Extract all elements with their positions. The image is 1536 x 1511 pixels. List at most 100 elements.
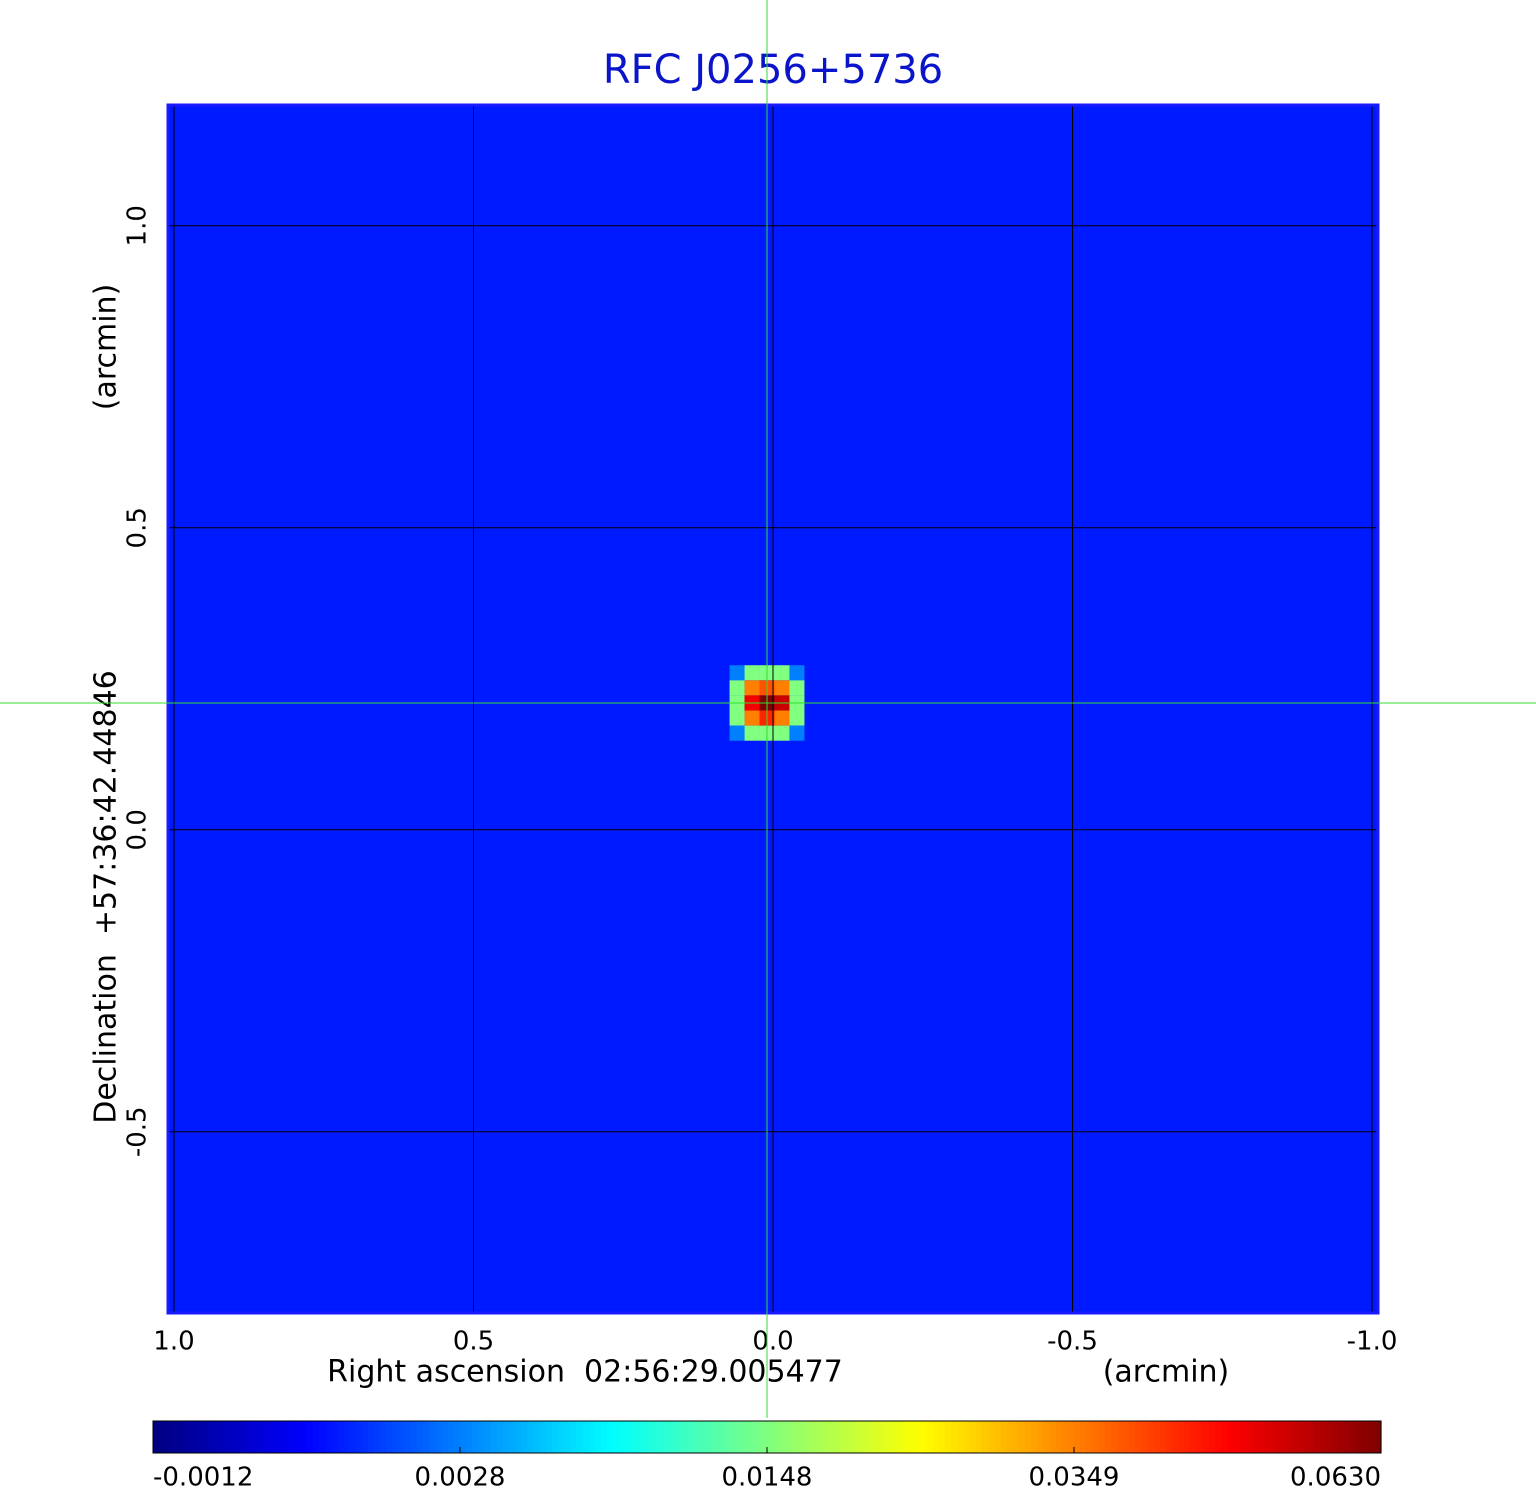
colorbar-segment bbox=[435, 1421, 443, 1453]
colorbar-segment bbox=[1141, 1421, 1149, 1453]
colorbar-segment bbox=[1006, 1421, 1014, 1453]
colorbar-segment bbox=[447, 1421, 455, 1453]
image-pixel bbox=[774, 710, 790, 726]
colorbar-segment bbox=[1104, 1421, 1112, 1453]
colorbar-segment bbox=[159, 1421, 166, 1453]
image-pixel bbox=[729, 725, 745, 741]
chart-title: RFC J0256+5736 bbox=[603, 47, 943, 93]
colorbar-segment bbox=[809, 1421, 817, 1453]
colorbar-segment bbox=[496, 1421, 504, 1453]
colorbar-segment bbox=[404, 1421, 412, 1453]
colorbar-segment bbox=[791, 1421, 799, 1453]
colorbar-segment bbox=[1288, 1421, 1296, 1453]
colorbar-segment bbox=[398, 1421, 406, 1453]
image-pixel bbox=[789, 665, 805, 681]
image-pixel bbox=[729, 665, 745, 681]
colorbar-segment bbox=[687, 1421, 694, 1453]
colorbar-segment bbox=[202, 1421, 209, 1453]
colorbar-segment bbox=[527, 1421, 535, 1453]
colorbar-segment bbox=[484, 1421, 492, 1453]
colorbar-segment bbox=[730, 1421, 737, 1453]
colorbar-segment bbox=[380, 1421, 387, 1453]
colorbar-segment bbox=[502, 1421, 510, 1453]
colorbar-segment bbox=[607, 1421, 615, 1453]
colorbar-segment bbox=[1282, 1421, 1290, 1453]
colorbar-segment bbox=[1319, 1421, 1327, 1453]
y-tick-label: 0.5 bbox=[123, 507, 153, 548]
colorbar-segment bbox=[374, 1421, 381, 1453]
colorbar-segment bbox=[318, 1421, 326, 1453]
colorbar-segment bbox=[183, 1421, 191, 1453]
colorbar-segment bbox=[1086, 1421, 1094, 1453]
colorbar-segment bbox=[760, 1421, 768, 1453]
colorbar-segment bbox=[1252, 1421, 1259, 1453]
colorbar-segment bbox=[208, 1421, 215, 1453]
colorbar-segment bbox=[349, 1421, 357, 1453]
colorbar-segment bbox=[859, 1421, 866, 1453]
colorbar-segment bbox=[1166, 1421, 1173, 1453]
colorbar-segment bbox=[1055, 1421, 1063, 1453]
image-pixel bbox=[744, 710, 760, 726]
colorbar-tick-label: 0.0148 bbox=[722, 1463, 813, 1493]
colorbar-segment bbox=[883, 1421, 891, 1453]
colorbar-segment bbox=[1159, 1421, 1167, 1453]
colorbar-segment bbox=[877, 1421, 885, 1453]
colorbar-segment bbox=[576, 1421, 584, 1453]
colorbar-segment bbox=[533, 1421, 541, 1453]
y-axis-unit: (arcmin) bbox=[89, 284, 124, 411]
colorbar-segment bbox=[932, 1421, 940, 1453]
image-pixel bbox=[774, 725, 790, 741]
colorbar-segment bbox=[1000, 1421, 1008, 1453]
image-pixel bbox=[729, 680, 745, 696]
colorbar-segment bbox=[570, 1421, 578, 1453]
colorbar-segment bbox=[674, 1421, 682, 1453]
colorbar-segment bbox=[1061, 1421, 1069, 1453]
colorbar-segment bbox=[1129, 1421, 1136, 1453]
x-axis-label: Right ascension 02:56:29.005477 bbox=[327, 1355, 843, 1390]
colorbar-segment bbox=[1147, 1421, 1155, 1453]
colorbar-segment bbox=[1233, 1421, 1241, 1453]
colorbar-segment bbox=[889, 1421, 897, 1453]
colorbar-segment bbox=[779, 1421, 787, 1453]
colorbar-segment bbox=[951, 1421, 958, 1453]
colorbar-segment bbox=[1245, 1421, 1253, 1453]
colorbar-segment bbox=[767, 1421, 774, 1453]
colorbar-segment bbox=[1221, 1421, 1229, 1453]
colorbar-segment bbox=[619, 1421, 627, 1453]
image-pixel bbox=[789, 725, 805, 741]
colorbar-segment bbox=[631, 1421, 639, 1453]
plot-frame bbox=[166, 103, 1380, 1315]
colorbar-segment bbox=[662, 1421, 670, 1453]
colorbar-segment bbox=[816, 1421, 823, 1453]
colorbar-segment bbox=[1024, 1421, 1032, 1453]
colorbar-segment bbox=[588, 1421, 596, 1453]
colorbar-segment bbox=[232, 1421, 240, 1453]
colorbar-segment bbox=[367, 1421, 375, 1453]
colorbar-segment bbox=[1313, 1421, 1321, 1453]
colorbar-segment bbox=[195, 1421, 203, 1453]
colorbar-segment bbox=[582, 1421, 590, 1453]
colorbar-segment bbox=[828, 1421, 836, 1453]
colorbar-segment bbox=[417, 1421, 424, 1453]
image-pixel bbox=[774, 680, 790, 696]
colorbar-segment bbox=[429, 1421, 437, 1453]
colorbar-segment bbox=[945, 1421, 952, 1453]
colorbar-segment bbox=[386, 1421, 394, 1453]
colorbar-segment bbox=[638, 1421, 645, 1453]
x-tick-label: 0.0 bbox=[752, 1327, 793, 1357]
colorbar-segment bbox=[312, 1421, 320, 1453]
x-tick-label: 1.0 bbox=[153, 1327, 194, 1357]
colorbar-segment bbox=[1227, 1421, 1235, 1453]
colorbar-segment bbox=[220, 1421, 228, 1453]
colorbar-segment bbox=[257, 1421, 265, 1453]
colorbar-segment bbox=[613, 1421, 621, 1453]
colorbar-segment bbox=[343, 1421, 351, 1453]
colorbar-segment bbox=[478, 1421, 486, 1453]
colorbar-segment bbox=[1184, 1421, 1192, 1453]
colorbar-segment bbox=[1092, 1421, 1100, 1453]
colorbar-segment bbox=[957, 1421, 965, 1453]
colorbar-segment bbox=[1037, 1421, 1044, 1453]
colorbar-segment bbox=[840, 1421, 848, 1453]
colorbar-segment bbox=[361, 1421, 369, 1453]
image-pixel bbox=[789, 710, 805, 726]
